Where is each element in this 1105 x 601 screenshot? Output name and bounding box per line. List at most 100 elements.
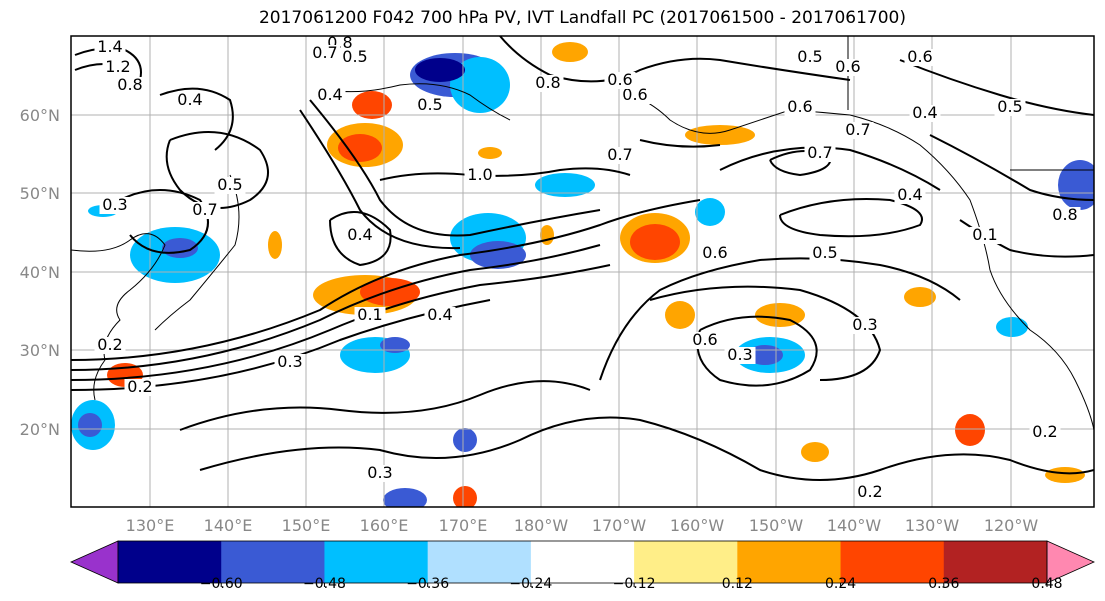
contour-label-bg: [94, 337, 126, 354]
contour-label: 0.2: [857, 482, 882, 501]
colorbar-segment: [634, 541, 738, 583]
contour-label: 0.2: [1032, 422, 1057, 441]
lon-label: 170°E: [439, 516, 488, 535]
contour-label: 0.2: [97, 335, 122, 354]
contour-label: 0.4: [912, 103, 937, 122]
contour-label-bg: [214, 177, 246, 194]
contour-label: 0.6: [702, 243, 727, 262]
colorbar: [70, 540, 1095, 584]
contour-label-bg: [189, 202, 221, 219]
contour-label: 0.3: [102, 195, 127, 214]
contour-label-bg: [1049, 207, 1081, 224]
contour-label-bg: [174, 92, 206, 109]
contour-label: 0.5: [417, 95, 442, 114]
contour-label-bg: [894, 187, 926, 204]
colorbar-segment: [324, 541, 429, 583]
contour-label: 0.6: [607, 70, 632, 89]
contour-label-bg: [124, 379, 156, 396]
pv-blob: [1045, 467, 1085, 483]
contour-label-bg: [969, 227, 1001, 244]
lat-axis: 60°N 50°N 40°N 30°N 20°N: [20, 106, 60, 439]
lat-label: 40°N: [20, 263, 60, 282]
contour-label: 0.4: [427, 305, 452, 324]
pv-blob: [453, 486, 477, 507]
contour-label: 0.5: [797, 47, 822, 66]
colorbar-labels: −0.60 −0.48 −0.36 −0.24 −0.12 0.12 0.24 0.36 0.4…: [200, 576, 1063, 592]
contour-label-bg: [842, 122, 874, 139]
pv-blob: [1058, 160, 1094, 210]
lon-label: 130°E: [126, 516, 175, 535]
pv-blob: [801, 442, 829, 462]
lon-label: 150°W: [749, 516, 804, 535]
contour-label: 0.7: [312, 43, 337, 62]
contour-label: 0.7: [607, 145, 632, 164]
pv-blob: [450, 57, 510, 113]
lat-label: 20°N: [20, 420, 60, 439]
contour-label: 0.4: [347, 225, 372, 244]
contour-label-bg: [1029, 424, 1061, 441]
contour-label: 0.6: [622, 85, 647, 104]
contour-label: 0.2: [127, 377, 152, 396]
contour-label-bg: [909, 105, 941, 122]
lon-label: 150°E: [282, 516, 331, 535]
colorbar-segment: [427, 541, 532, 583]
contour-label-bg: [804, 145, 836, 162]
lon-label: 160°E: [360, 516, 409, 535]
contour-label: 0.3: [277, 352, 302, 371]
pv-blob: [352, 91, 392, 119]
contour-label-bg: [724, 347, 756, 364]
contour-label-bg: [99, 197, 131, 214]
contour-label: 0.5: [342, 47, 367, 66]
pv-blob: [383, 488, 427, 507]
lat-label: 30°N: [20, 341, 60, 360]
contour-label-bg: [784, 99, 816, 116]
lon-label: 140°W: [827, 516, 882, 535]
contour-label: 0.4: [317, 85, 342, 104]
contour-label-bg: [689, 332, 721, 349]
lon-label: 120°W: [984, 516, 1039, 535]
contour-label-bg: [314, 87, 346, 104]
contour-label: 0.3: [367, 463, 392, 482]
pv-blob: [685, 125, 755, 145]
colorbar-segment: [530, 541, 635, 583]
contour-label: 0.4: [897, 185, 922, 204]
colorbar-segment: [943, 541, 1048, 583]
contour-labels: 1.41.20.80.80.7 0.50.4 0.40.50.80.60.60.50…: [94, 36, 1081, 501]
contour-label-bg: [274, 354, 306, 371]
contour-label-bg: [344, 227, 376, 244]
contour-label-bg: [414, 97, 446, 114]
contour-label-bg: [364, 465, 396, 482]
contour-label-bg: [604, 72, 636, 89]
colorbar-extend-low: [70, 540, 119, 584]
contour-label: 0.8: [535, 73, 560, 92]
pv-blob: [268, 231, 282, 259]
contour-label-bg: [114, 77, 146, 94]
contour-label: 0.1: [972, 225, 997, 244]
colorbar-segment: [118, 541, 222, 583]
contour-label: 0.8: [117, 75, 142, 94]
contour-label: 0.3: [727, 345, 752, 364]
contour-label: 0.6: [907, 47, 932, 66]
contour-label-bg: [849, 317, 881, 334]
contour-label: 0.5: [812, 243, 837, 262]
contour-label: 0.7: [192, 200, 217, 219]
contour-label: 1.2: [105, 57, 130, 76]
contour-label: 0.7: [807, 143, 832, 162]
pv-blob: [904, 287, 936, 307]
contour-label-bg: [424, 307, 456, 324]
colorbar-segment: [840, 541, 945, 583]
contour-label-bg: [854, 484, 886, 501]
contour-label-bg: [619, 87, 651, 104]
lon-label: 140°E: [204, 516, 253, 535]
lon-label: 160°W: [670, 516, 725, 535]
pv-blob: [552, 42, 588, 62]
contour-label: 0.4: [177, 90, 202, 109]
contour-label: 0.1: [357, 305, 382, 324]
contour-label: 0.5: [217, 175, 242, 194]
contour-label-bg: [994, 99, 1026, 116]
contour-label-bg: [464, 167, 496, 184]
lon-label: 170°W: [592, 516, 647, 535]
contour-label: 0.6: [787, 97, 812, 116]
pv-blob: [380, 337, 410, 353]
pv-blob: [415, 58, 465, 82]
